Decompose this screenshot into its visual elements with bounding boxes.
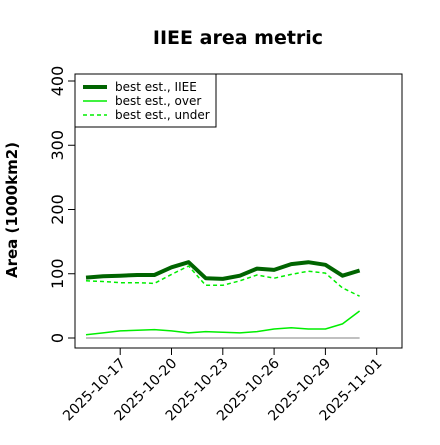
series-line-best-est-iiee xyxy=(85,260,361,281)
legend-entry-label: best est., over xyxy=(115,94,201,108)
y-axis-label: Area (1000km2) xyxy=(3,142,21,278)
y-tick-label: 400 xyxy=(48,66,67,97)
chart-title: IIEE area metric xyxy=(153,27,323,49)
series-line-best-est-under xyxy=(85,265,360,297)
series-line-best-est-over xyxy=(85,310,361,336)
x-axis: 2025-10-172025-10-202025-10-232025-10-26… xyxy=(60,347,386,424)
legend-entry-label: best est., under xyxy=(115,108,210,122)
series-layer xyxy=(85,260,361,339)
y-tick-label: 200 xyxy=(48,194,67,225)
y-axis: 0 100 200 300 400 xyxy=(48,66,76,343)
y-tick-label: 300 xyxy=(48,130,67,161)
y-tick-label: 0 xyxy=(48,333,67,343)
y-tick-label: 100 xyxy=(48,258,67,289)
legend-entry-label: best est., IIEE xyxy=(115,80,197,94)
